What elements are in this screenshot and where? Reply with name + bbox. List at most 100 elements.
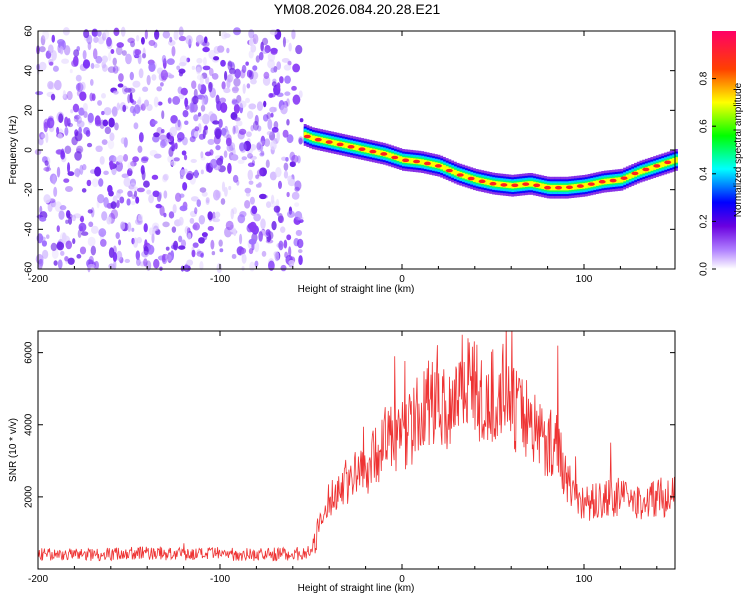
noise-cell <box>253 213 261 222</box>
noise-cell <box>215 145 221 151</box>
noise-cell <box>164 254 172 262</box>
noise-cell <box>59 232 68 243</box>
colorbar-tick-label: 0.6 <box>699 119 710 133</box>
noise-cell <box>155 203 162 209</box>
colorbar-gradient <box>712 31 736 269</box>
noise-cell <box>141 169 146 181</box>
noise-cell <box>178 35 187 42</box>
noise-cell <box>158 191 162 199</box>
noise-cell <box>283 239 288 249</box>
noise-cell <box>163 190 168 199</box>
noise-cell <box>171 45 176 57</box>
noise-cell <box>64 185 73 192</box>
noise-cell <box>122 104 127 113</box>
noise-cell <box>279 76 284 84</box>
noise-cell <box>144 29 148 40</box>
noise-cell <box>151 174 159 180</box>
noise-cell <box>111 107 118 116</box>
noise-cell <box>47 202 53 212</box>
noise-cell <box>298 255 303 266</box>
noise-cell <box>98 228 107 237</box>
noise-cell <box>191 80 197 89</box>
spectrogram-ytick-label: 40 <box>24 65 35 77</box>
noise-cell <box>246 83 251 89</box>
noise-cell <box>173 240 179 251</box>
noise-cell <box>113 156 117 163</box>
noise-cell <box>286 118 290 126</box>
noise-cell <box>259 140 267 145</box>
noise-cell <box>144 239 148 248</box>
noise-cell <box>40 35 46 46</box>
noise-cell <box>231 86 239 94</box>
noise-cell <box>297 249 303 254</box>
noise-cell <box>143 245 149 256</box>
noise-cell <box>52 174 56 185</box>
noise-cell <box>118 73 124 82</box>
noise-cell <box>65 219 69 224</box>
noise-cell <box>118 239 122 246</box>
noise-cell <box>103 29 110 39</box>
noise-cell <box>103 107 112 116</box>
noise-cell <box>248 238 257 245</box>
noise-cell <box>252 33 259 45</box>
noise-cell <box>288 42 292 52</box>
noise-cell <box>116 66 120 72</box>
noise-cell <box>220 198 226 205</box>
noise-cell <box>51 50 57 61</box>
ridge-cell <box>620 176 624 183</box>
noise-cell <box>101 139 108 146</box>
noise-cell <box>191 65 196 70</box>
noise-cell <box>173 29 179 41</box>
noise-cell <box>129 178 137 187</box>
noise-cell <box>248 103 257 110</box>
noise-cell <box>159 134 167 141</box>
noise-cell <box>86 142 93 148</box>
noise-cell <box>161 174 168 183</box>
noise-cell <box>110 201 117 210</box>
noise-cell <box>60 148 65 158</box>
noise-cell <box>216 262 223 274</box>
noise-cell <box>106 216 112 225</box>
noise-cell <box>294 210 303 221</box>
noise-cell <box>62 90 66 99</box>
ridge-cell <box>519 182 523 188</box>
noise-cell <box>291 154 299 163</box>
noise-cell <box>179 205 188 212</box>
noise-cell <box>213 56 220 61</box>
noise-cell <box>67 122 74 128</box>
noise-cell <box>245 97 251 104</box>
ridge-peak <box>303 134 311 139</box>
noise-cell <box>210 158 218 169</box>
noise-cell <box>254 260 259 268</box>
noise-cell <box>92 48 98 60</box>
noise-cell <box>121 50 127 56</box>
noise-cell <box>107 185 113 194</box>
noise-cell <box>212 189 221 201</box>
noise-cell <box>120 26 126 37</box>
noise-cell <box>72 238 76 245</box>
noise-cell <box>262 114 269 122</box>
noise-cell <box>274 251 280 262</box>
ridge-cell <box>508 182 512 189</box>
noise-cell <box>58 210 65 220</box>
noise-cell <box>261 49 269 54</box>
noise-cell <box>77 229 82 238</box>
noise-cell <box>51 248 59 259</box>
noise-cell <box>277 212 284 223</box>
noise-cell <box>40 133 46 139</box>
noise-cell <box>266 112 272 120</box>
noise-cell <box>199 74 204 86</box>
spectrogram-ytick-label: 60 <box>24 25 35 37</box>
noise-cell <box>94 166 102 177</box>
noise-cell <box>217 45 225 53</box>
noise-cell <box>273 121 279 130</box>
noise-cell <box>259 152 265 157</box>
noise-cell <box>273 251 279 257</box>
noise-cell <box>247 169 254 181</box>
noise-cell <box>130 98 134 104</box>
noise-cell <box>199 115 204 120</box>
noise-cell <box>189 136 196 143</box>
noise-cell <box>160 128 165 134</box>
noise-cell <box>176 65 181 71</box>
noise-cell <box>201 96 205 107</box>
